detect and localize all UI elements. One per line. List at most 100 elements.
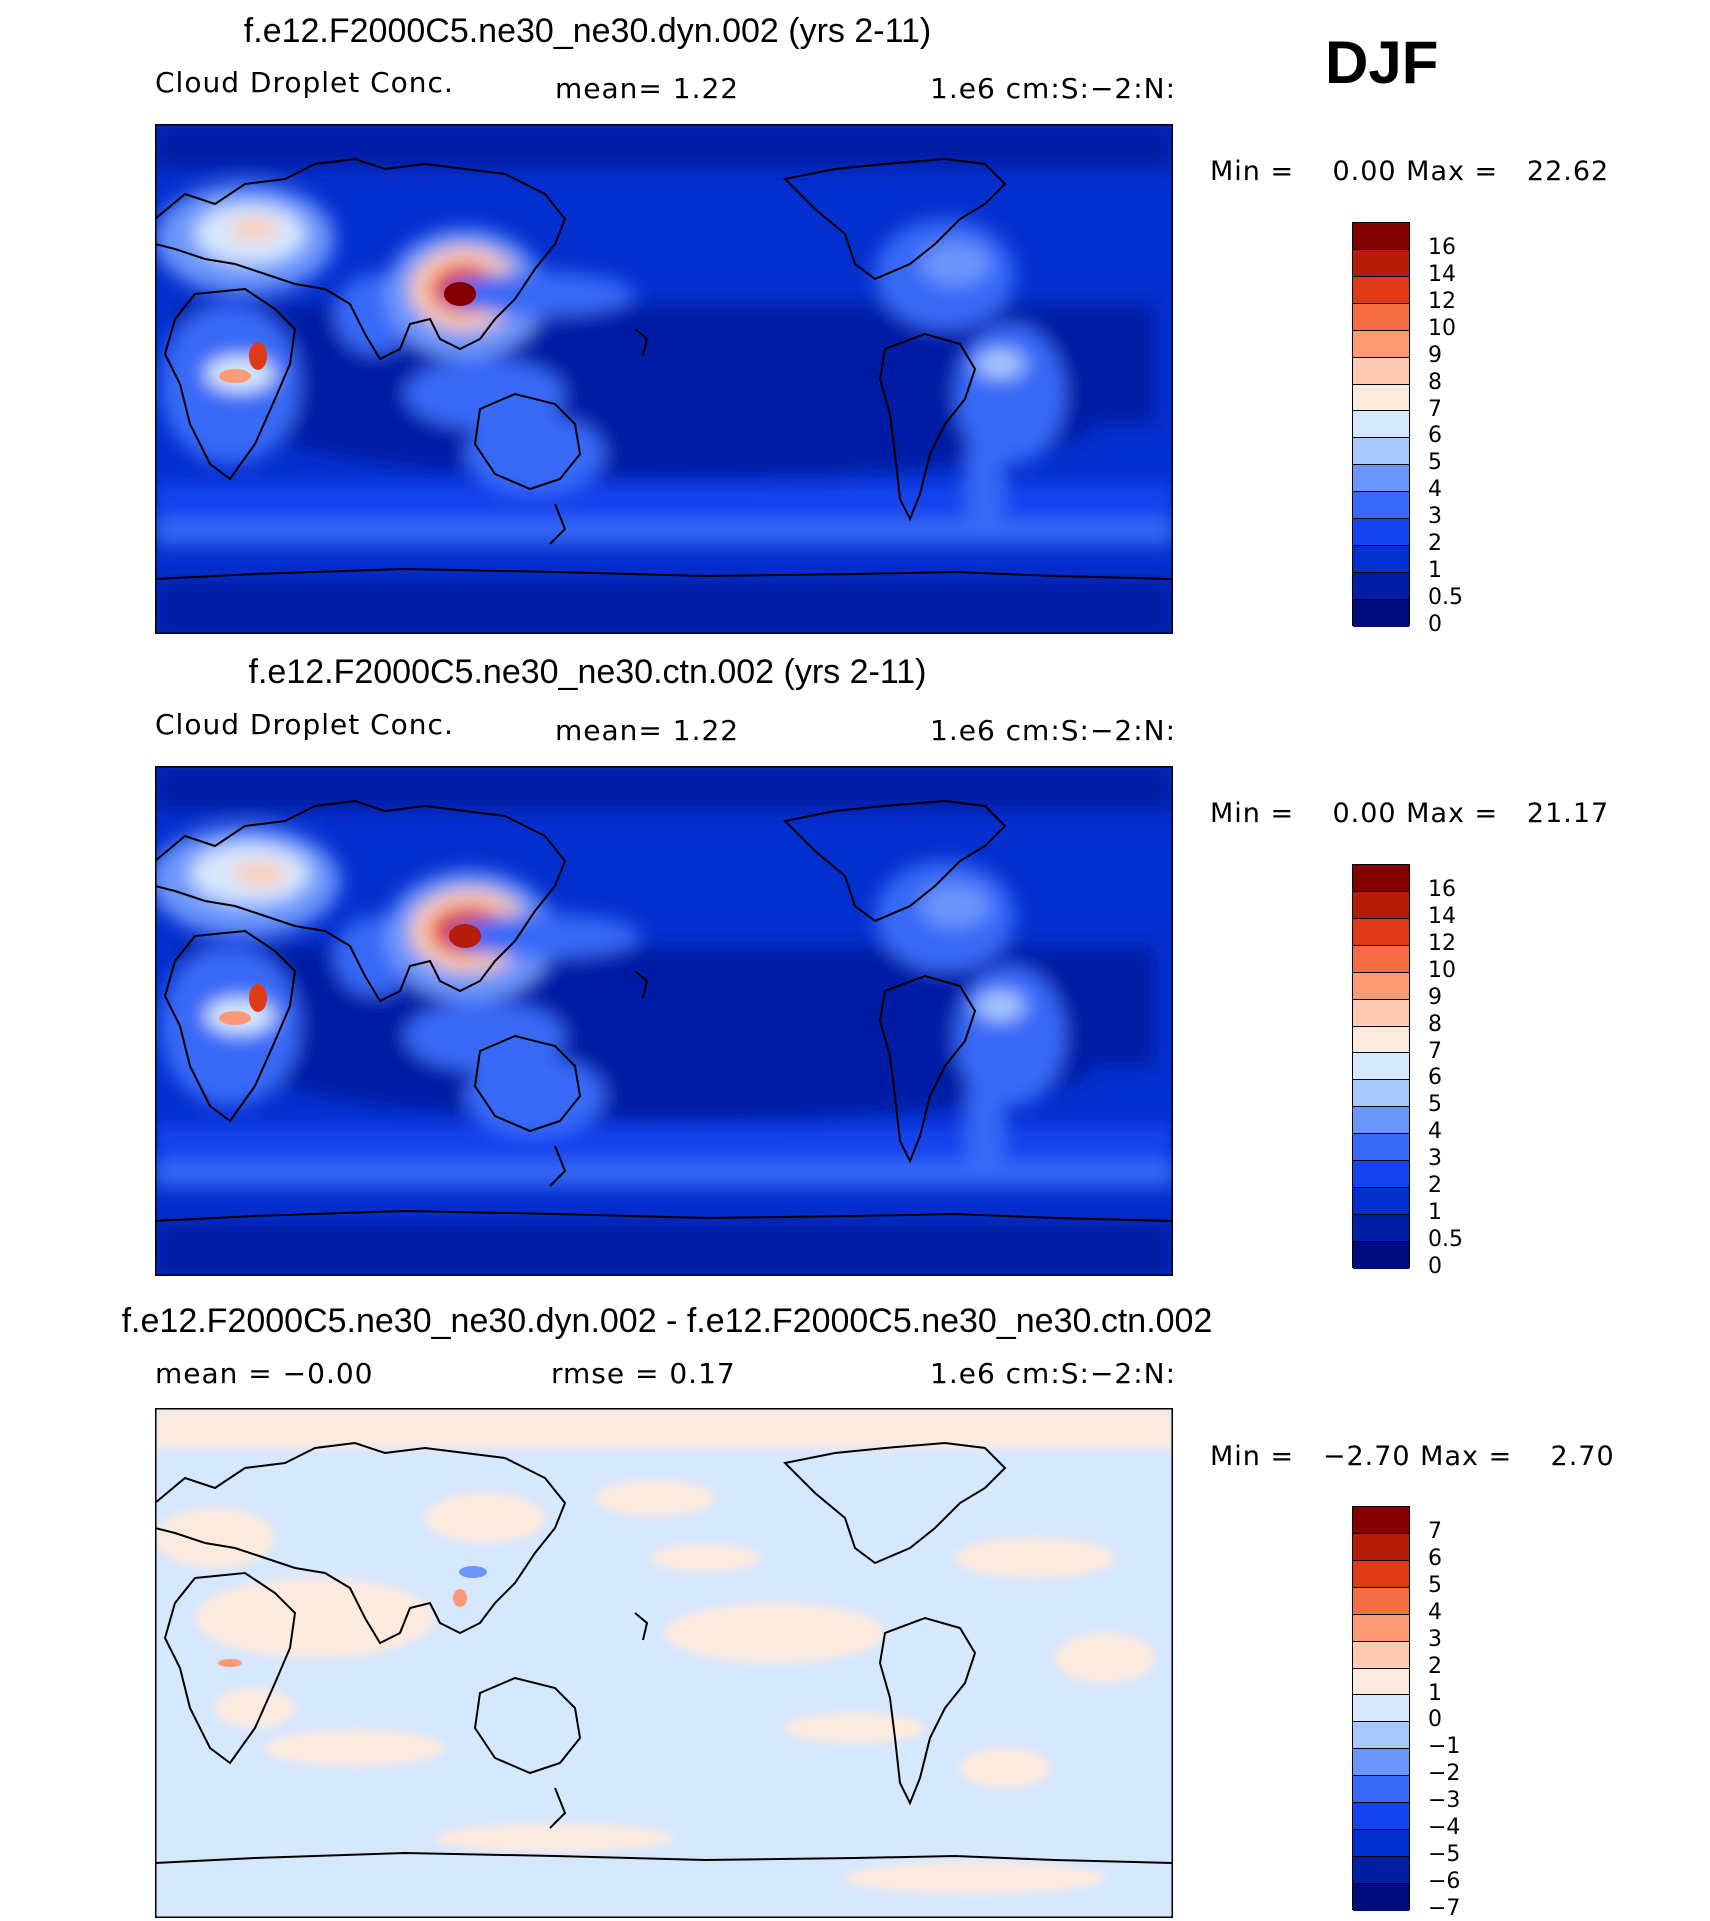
colorbar-swatch [1353,1856,1409,1884]
colorbar-tick-label: −3 [1428,1788,1461,1814]
colorbar-swatch [1353,303,1409,331]
colorbar-swatch [1353,945,1409,973]
colorbar-tick-label: 12 [1428,288,1456,314]
colorbar-swatch [1353,249,1409,277]
colorbar-tick-label: 5 [1428,1092,1442,1118]
panel1-map [155,124,1173,634]
colorbar-tick-label: −4 [1428,1815,1461,1841]
colorbar-tick-label: 3 [1428,1626,1442,1652]
colorbar-swatch [1353,1560,1409,1588]
colorbar-swatch [1353,599,1409,627]
panel3-rmse: rmse = 0.17 [551,1357,736,1390]
colorbar-swatch [1353,1749,1409,1777]
colorbar-tick-label: −6 [1428,1869,1461,1895]
colorbar-swatch [1353,1134,1409,1162]
colorbar-tick-label: 5 [1428,450,1442,476]
colorbar-swatch [1353,1053,1409,1081]
colorbar-tick-label: 10 [1428,315,1456,341]
colorbar-swatch [1353,865,1409,892]
colorbar-swatch [1353,1214,1409,1242]
colorbar-tick-label: 1 [1428,1200,1442,1226]
colorbar-swatch [1353,357,1409,385]
panel2-variable: Cloud Droplet Conc. [155,708,454,741]
colorbar-tick-label: 2 [1428,531,1442,557]
colorbar-tick-label: 3 [1428,1146,1442,1172]
season-label: DJF [1325,29,1439,96]
colorbar-swatch [1353,1161,1409,1189]
colorbar-tick-label: 14 [1428,903,1456,929]
colorbar-swatch [1353,438,1409,466]
colorbar-tick-label: −7 [1428,1896,1461,1921]
colorbar-tick-label: 5 [1428,1572,1442,1598]
colorbar-tick-label: 0.5 [1428,585,1463,611]
colorbar-swatch [1353,1776,1409,1804]
colorbar-tick-label: 3 [1428,504,1442,530]
colorbar-swatch [1353,999,1409,1027]
colorbar-tick-label: 10 [1428,957,1456,983]
panel3-mean: mean = −0.00 [155,1357,374,1390]
colorbar-swatch [1353,519,1409,547]
colorbar-swatch [1353,546,1409,573]
colorbar-swatches [1352,222,1410,627]
colorbar-swatch [1353,1507,1409,1534]
panel1-mean: mean= 1.22 [555,72,740,105]
colorbar-tick-label: 4 [1428,477,1442,503]
colorbar-swatch [1353,1026,1409,1054]
colorbar-tick-label: 0 [1428,1254,1442,1279]
colorbar-swatch [1353,1188,1409,1215]
colorbar-swatch [1353,1668,1409,1696]
colorbar-tick-label: 6 [1428,423,1442,449]
panel3-minmax: Min = −2.70 Max = 2.70 [1210,1441,1615,1472]
colorbar-tick-label: 0 [1428,1707,1442,1733]
colorbar-tick-label: 6 [1428,1545,1442,1571]
colorbar-swatch [1353,1614,1409,1642]
colorbar-tick-label: 8 [1428,369,1442,395]
panel1-minmax: Min = 0.00 Max = 22.62 [1210,156,1610,187]
colorbar-tick-label: −2 [1428,1761,1461,1787]
panel1-units: 1.e6 cm:S:−2:N: [930,72,1177,105]
colorbar-swatch [1353,465,1409,493]
colorbar-tick-label: 9 [1428,984,1442,1010]
colorbar-swatch [1353,223,1409,250]
colorbar-tick-label: 0.5 [1428,1227,1463,1253]
colorbar-tick-label: 1 [1428,558,1442,584]
panel2-minmax: Min = 0.00 Max = 21.17 [1210,798,1610,829]
panel2-mean: mean= 1.22 [555,714,740,747]
colorbar-tick-label: 9 [1428,342,1442,368]
colorbar-swatch [1353,1533,1409,1561]
colorbar-swatch [1353,330,1409,358]
colorbar-tick-label: 14 [1428,261,1456,287]
panel3-title: f.e12.F2000C5.ne30_ne30.dyn.002 - f.e12.… [121,1302,1213,1340]
panel1-title: f.e12.F2000C5.ne30_ne30.dyn.002 (yrs 2-1… [243,12,932,50]
panel2-units: 1.e6 cm:S:−2:N: [930,714,1177,747]
colorbar-swatch [1353,572,1409,600]
colorbar-swatch [1353,1883,1409,1911]
colorbar-tick-label: 16 [1428,234,1456,260]
colorbar-swatch [1353,384,1409,412]
colorbar-swatch [1353,1080,1409,1108]
colorbar-tick-label: −5 [1428,1842,1461,1868]
colorbar-swatch [1353,1722,1409,1750]
colorbar-swatch [1353,411,1409,439]
colorbar-tick-label: 7 [1428,1038,1442,1064]
colorbar-swatch [1353,918,1409,946]
colorbar-swatch [1353,891,1409,919]
colorbar-tick-label: 7 [1428,396,1442,422]
colorbar-tick-label: 4 [1428,1119,1442,1145]
colorbar-swatch [1353,1641,1409,1669]
colorbar-swatch [1353,1587,1409,1615]
colorbar-swatches [1352,1506,1410,1911]
panel2-title: f.e12.F2000C5.ne30_ne30.ctn.002 (yrs 2-1… [248,653,927,691]
panel3-map [155,1408,1173,1918]
colorbar-tick-label: 7 [1428,1518,1442,1544]
colorbar-tick-label: 4 [1428,1599,1442,1625]
colorbar-tick-label: 0 [1428,612,1442,637]
colorbar-tick-label: 6 [1428,1065,1442,1091]
colorbar-swatch [1353,276,1409,304]
colorbar-swatches [1352,864,1410,1269]
colorbar-swatch [1353,1830,1409,1857]
colorbar-swatch [1353,492,1409,520]
colorbar-tick-label: −1 [1428,1734,1461,1760]
colorbar-swatch [1353,1803,1409,1831]
colorbar-swatch [1353,1695,1409,1723]
